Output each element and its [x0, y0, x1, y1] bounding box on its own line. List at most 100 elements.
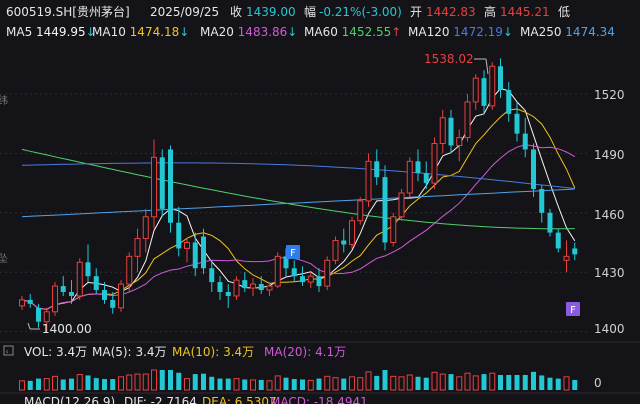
volume-bar	[142, 373, 149, 391]
close-value: 1439.00	[246, 5, 296, 19]
change-label: 幅	[304, 4, 316, 19]
candle	[332, 236, 339, 265]
volume-bar	[151, 369, 157, 391]
volume-bar	[316, 378, 322, 390]
volume-bar	[258, 379, 264, 390]
candle	[439, 109, 446, 154]
candle-body	[572, 248, 578, 255]
candle-body	[341, 240, 347, 245]
candle-body	[60, 286, 66, 292]
low-price-label: 1400.00	[42, 322, 92, 336]
candle-body	[118, 283, 124, 309]
low-pointer-tip	[27, 322, 31, 330]
volume-bar	[307, 379, 314, 391]
candle-body	[332, 240, 339, 261]
candle	[36, 303, 41, 328]
volume-bar	[93, 378, 99, 390]
candle	[142, 208, 149, 253]
volume-bar	[274, 375, 281, 391]
candle	[102, 282, 107, 304]
volume-bar	[456, 376, 463, 391]
volume-ma20: MA(20): 4.1万	[264, 345, 346, 359]
macd-legend: MACD(12,26,9) DIF: -2.7164 DEA: 6.5307 M…	[24, 395, 368, 404]
high-annotation: 1538.02	[424, 52, 489, 75]
ma5-line	[21, 87, 576, 310]
volume-bar	[563, 376, 570, 391]
candle	[225, 284, 231, 308]
candle	[506, 82, 512, 122]
candle-body	[489, 65, 496, 107]
candle-body	[300, 276, 305, 283]
low-label: 低	[558, 5, 570, 19]
volume-ma10: MA(10): 3.4万	[172, 345, 254, 359]
candle-body	[365, 160, 372, 202]
candle-body	[316, 276, 322, 287]
candle	[52, 282, 58, 316]
candle	[423, 161, 429, 190]
candle-body	[225, 292, 231, 296]
candle	[217, 276, 223, 300]
candle	[258, 276, 264, 294]
candle	[489, 62, 496, 110]
volume-label: VOL: 3.4万	[24, 345, 87, 359]
candle-body	[126, 255, 133, 285]
candle	[316, 268, 322, 292]
close-label: 收	[230, 5, 242, 19]
candle-body	[209, 268, 215, 283]
candle-body	[357, 200, 364, 222]
change-value: -0.21%(-3.00)	[319, 5, 402, 19]
candle	[126, 252, 133, 292]
event-marker-purple[interactable]: F	[566, 302, 580, 316]
candle	[464, 94, 471, 142]
ma10-line	[21, 108, 576, 310]
volume-bar	[69, 378, 74, 390]
ma-legend: MA5 1449.95↓ MA10 1474.18↓ MA20 1483.86↓…	[6, 25, 615, 39]
candle-body	[52, 285, 58, 313]
candle	[382, 165, 388, 251]
candle-body	[563, 255, 570, 261]
volume-bar	[539, 375, 545, 390]
candle	[159, 149, 165, 217]
volume-bar	[374, 375, 380, 390]
volume-bar	[184, 378, 190, 391]
left-edge-glyph: 坠	[0, 253, 8, 265]
candle	[539, 185, 545, 223]
candle	[481, 70, 487, 114]
volume-bar	[464, 372, 471, 391]
candle	[365, 153, 372, 207]
candle-body	[382, 177, 388, 243]
ma60-line	[21, 148, 575, 230]
volume-bar	[390, 375, 397, 391]
candle-body	[374, 161, 380, 178]
volume-bar	[176, 372, 182, 390]
candle-body	[250, 283, 256, 289]
candle	[201, 228, 206, 275]
macd-dea: DEA: 6.5307	[202, 395, 277, 404]
volume-bar	[365, 371, 372, 391]
candle-body	[274, 255, 281, 287]
candle	[307, 272, 314, 289]
candle	[168, 145, 173, 233]
ma20-legend: MA20 1483.86↓	[200, 25, 297, 39]
volume-bar	[233, 378, 240, 391]
event-marker-label: F	[290, 248, 296, 259]
candle	[266, 282, 273, 296]
volume-bar	[514, 375, 520, 390]
candle	[118, 280, 124, 312]
ma120-legend: MA120 1472.19↓	[408, 25, 513, 39]
volume-bar	[481, 374, 487, 390]
quote-header: 600519.SH[贵州茅台] 2025/09/25 收 1439.00 幅 -…	[6, 4, 570, 19]
candle-body	[159, 157, 165, 209]
macd-value: MACD: -18.4941	[270, 395, 368, 404]
candle-body	[539, 189, 545, 213]
candle-body	[307, 275, 314, 283]
candle-body	[217, 282, 223, 292]
candle-body	[266, 285, 273, 291]
candle	[547, 208, 553, 237]
event-marker-blue[interactable]: F	[286, 245, 300, 259]
panel-toggle-icon[interactable]	[3, 345, 14, 356]
candle-body	[201, 236, 206, 269]
candle	[374, 149, 380, 186]
candle	[563, 240, 570, 273]
